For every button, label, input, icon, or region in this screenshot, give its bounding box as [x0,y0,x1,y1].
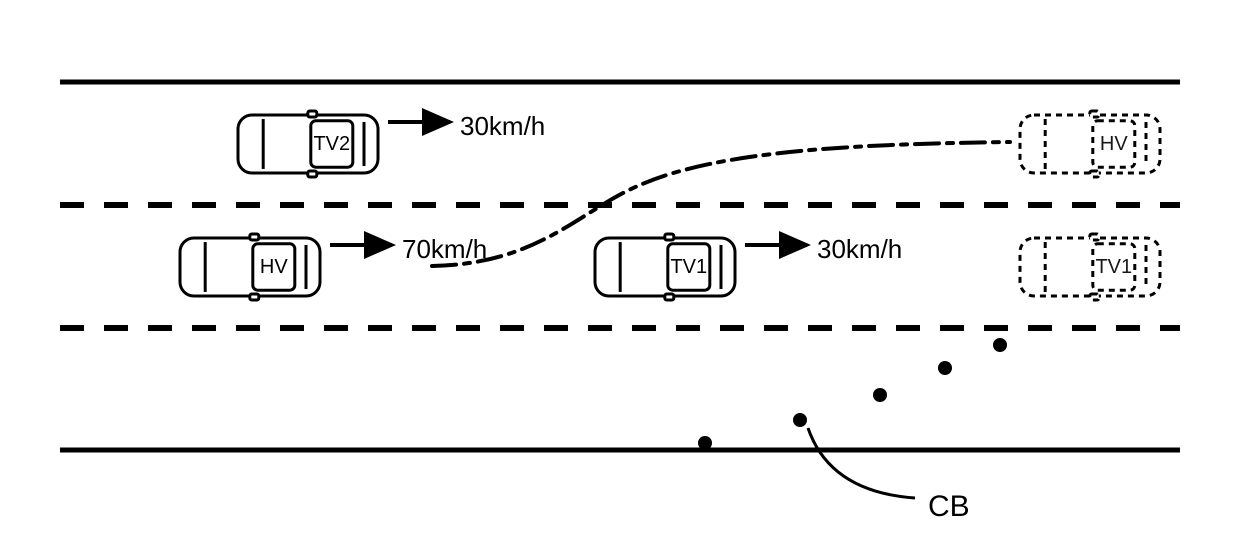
vehicle-label: HV [260,256,288,278]
speed-label-hv: 70km/h [402,234,487,264]
mirror-top [250,234,259,240]
speed-label-tv2: 30km/h [460,111,545,141]
vehicle-hv: HV [180,234,320,300]
cb-label: CB [928,490,970,523]
mirror-bottom [665,294,674,300]
cb-dot-2 [873,388,887,402]
vehicle-body [595,238,735,296]
cb-dot-0 [698,436,712,450]
cb-dot-3 [938,361,952,375]
mirror-bottom [1090,171,1099,177]
cb-dot-4 [993,338,1007,352]
cb-markers [698,338,1007,498]
vehicle-tv1-ghost: TV1 [1020,234,1160,300]
cb-dot-1 [793,413,807,427]
vehicle-hv-ghost: HV [1020,111,1160,177]
vehicle-label: TV2 [313,133,350,155]
speed-label-tv1: 30km/h [817,234,902,264]
vehicle-body [238,115,378,173]
vehicle-label: HV [1100,133,1128,155]
mirror-top [665,234,674,240]
mirror-bottom [1090,294,1099,300]
vehicle-body [1020,238,1160,296]
mirror-top [308,111,317,117]
cb-leader-line [808,428,915,498]
mirror-bottom [308,171,317,177]
mirror-top [1090,111,1099,117]
vehicle-label: TV1 [1095,256,1132,278]
vehicle-body [180,238,320,296]
vehicle-body [1020,115,1160,173]
vehicle-tv1: TV1 [595,234,735,300]
mirror-top [1090,234,1099,240]
vehicle-tv2: TV2 [238,111,378,177]
traffic-diagram: TV2 HV TV1 HV TV1 30km/h 70km/h 30km/h CB [0,0,1240,535]
vehicle-label: TV1 [670,256,707,278]
mirror-bottom [250,294,259,300]
